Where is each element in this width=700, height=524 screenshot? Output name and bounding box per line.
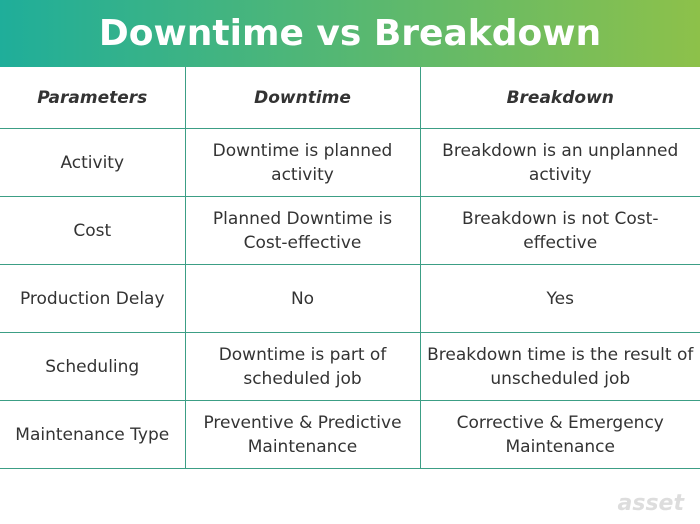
table-row: Scheduling Downtime is part of scheduled … xyxy=(0,332,700,401)
watermark: asset xyxy=(617,491,684,516)
comparison-table: Parameters Downtime Breakdown Activity Down… xyxy=(0,67,700,469)
table-cell: Preventive & Predictive Maintenance xyxy=(184,400,421,469)
table-row: Cost Planned Downtime is Cost-effective Br… xyxy=(0,196,700,265)
table-cell: Downtime is planned activity xyxy=(184,128,421,197)
table-cell: Yes xyxy=(419,264,700,333)
table-cell: Planned Downtime is Cost-effective xyxy=(184,196,421,265)
table-cell: Production Delay xyxy=(0,264,186,333)
header-row: Parameters Downtime Breakdown xyxy=(0,67,700,129)
column-header: Downtime xyxy=(184,67,421,129)
column-header: Breakdown xyxy=(419,67,700,129)
table-cell: Breakdown is an unplanned activity xyxy=(419,128,700,197)
table-cell: Maintenance Type xyxy=(0,400,186,469)
table-cell: Scheduling xyxy=(0,332,186,401)
table-cell: Activity xyxy=(0,128,186,197)
table-cell: Downtime is part of scheduled job xyxy=(184,332,421,401)
table-row: Maintenance Type Preventive & Predictive … xyxy=(0,400,700,469)
table-row: Production Delay No Yes xyxy=(0,264,700,333)
table-cell: Breakdown time is the result of unschedu… xyxy=(419,332,700,401)
table-cell: No xyxy=(184,264,421,333)
column-header: Parameters xyxy=(0,67,186,129)
table-cell: Cost xyxy=(0,196,186,265)
table-cell: Breakdown is not Cost-effective xyxy=(419,196,700,265)
table-row: Activity Downtime is planned activity Brea… xyxy=(0,128,700,197)
title: Downtime vs Breakdown xyxy=(0,0,700,67)
table-cell: Corrective & Emergency Maintenance xyxy=(419,400,700,469)
